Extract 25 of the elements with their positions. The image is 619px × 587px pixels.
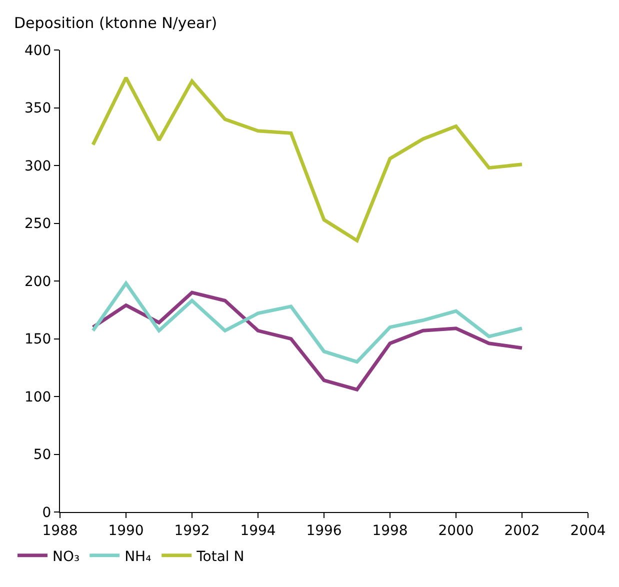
- x-tick-label: 1990: [108, 522, 144, 539]
- y-tick-label: 150: [24, 332, 52, 348]
- legend-label: NO₃: [52, 548, 80, 565]
- x-tick-label: 2002: [504, 522, 540, 539]
- y-axis-title: Deposition (ktonne N/year): [14, 14, 218, 32]
- x-tick-label: 2004: [570, 522, 606, 539]
- y-tick-label: 400: [24, 42, 52, 59]
- x-tick-label: 1992: [174, 522, 210, 539]
- x-tick-label: 1994: [240, 522, 276, 539]
- line-series: [91, 282, 524, 364]
- y-tick-label: 200: [24, 274, 52, 290]
- legend-label: NH₄: [124, 548, 152, 565]
- line-series: [91, 76, 524, 242]
- y-tick-label: 300: [24, 158, 52, 174]
- y-tick-label: 250: [24, 216, 52, 232]
- x-tick-label: 2000: [438, 522, 474, 539]
- x-tick-label: 1998: [372, 522, 408, 539]
- y-tick-label: 100: [24, 389, 52, 406]
- y-tick-label: 350: [24, 100, 52, 117]
- y-tick-label: 50: [33, 447, 52, 464]
- y-tick-label: 0: [42, 504, 52, 521]
- x-tick-label: 1996: [306, 522, 342, 539]
- line-series: [91, 290, 524, 392]
- legend-label: Total N: [196, 548, 244, 565]
- x-tick-label: 1988: [42, 522, 78, 539]
